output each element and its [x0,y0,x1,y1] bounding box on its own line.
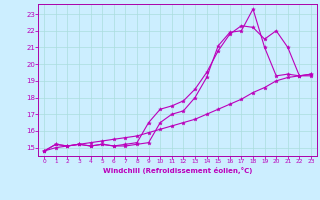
X-axis label: Windchill (Refroidissement éolien,°C): Windchill (Refroidissement éolien,°C) [103,167,252,174]
